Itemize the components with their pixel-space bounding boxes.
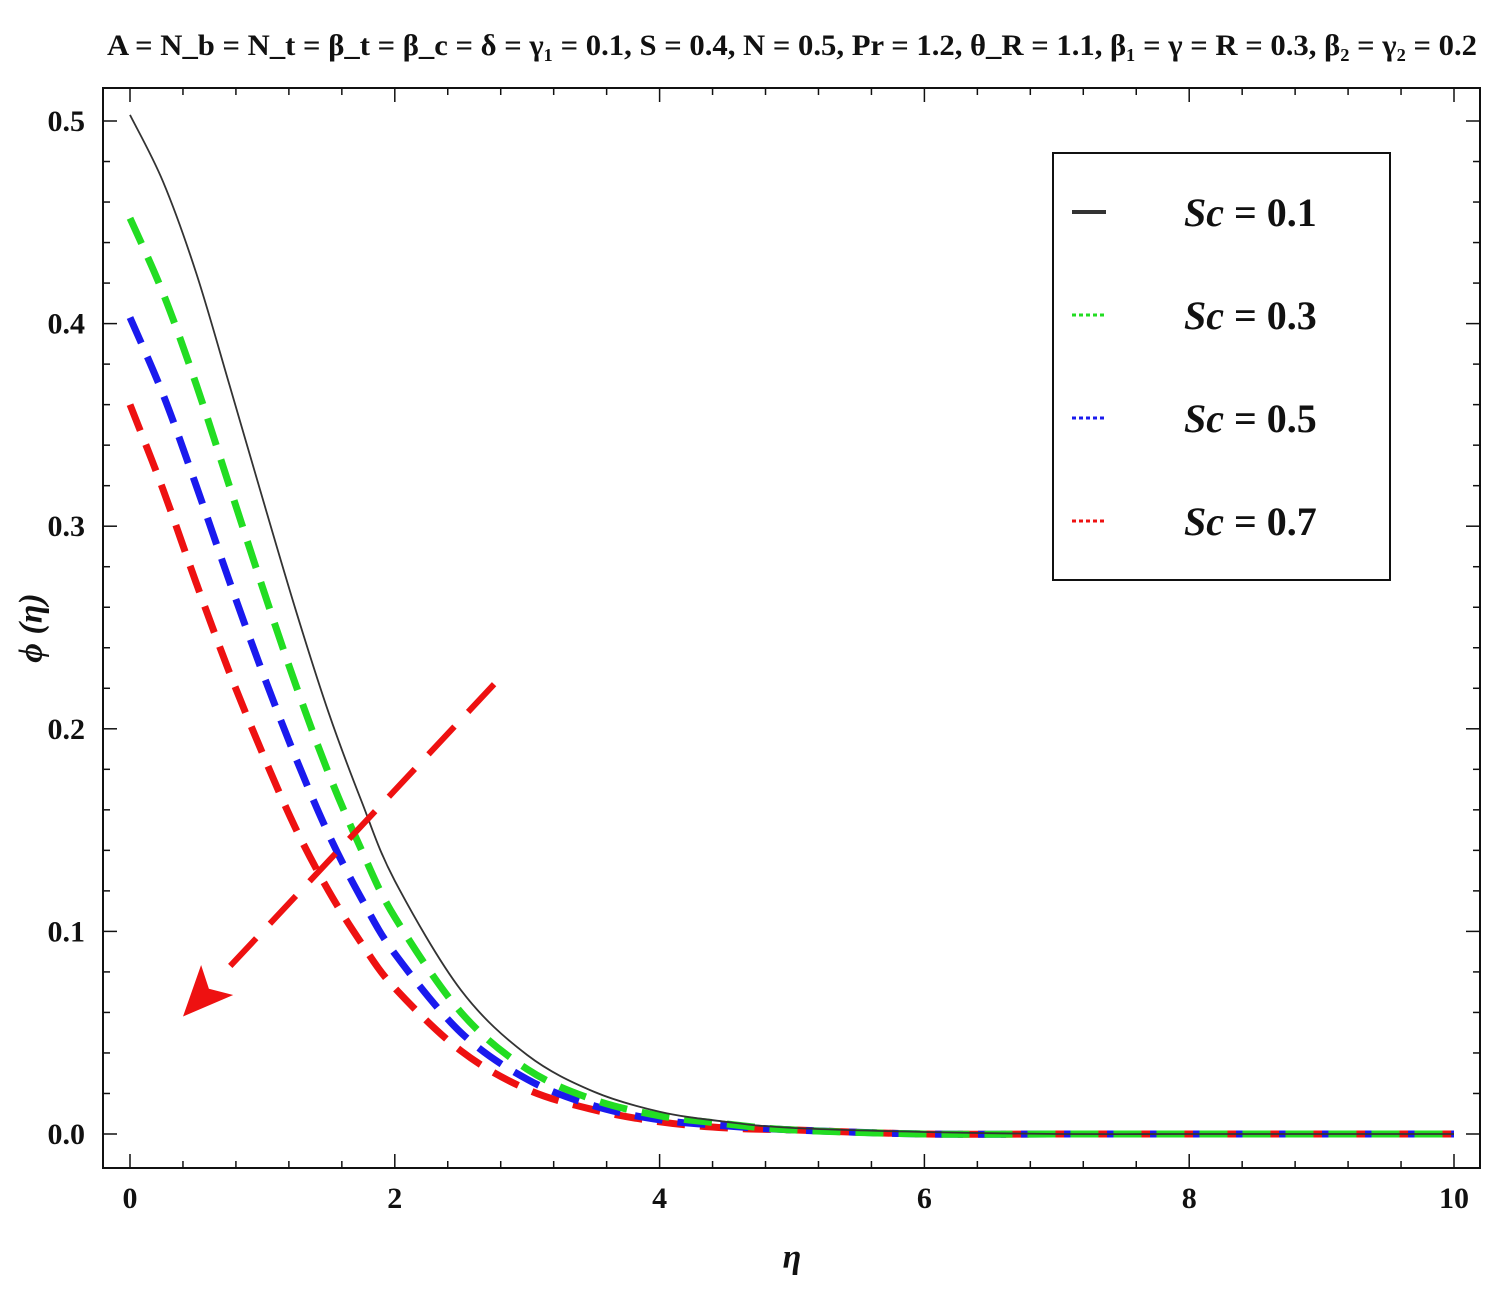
annotation-layer — [183, 682, 497, 1017]
legend-label: Sc = 0.7 — [1184, 499, 1317, 544]
y-axis-label: ϕ (η) — [13, 593, 50, 662]
chart-title: A = N_b = N_t = β_t = β_c = δ = γ₁ = 0.1… — [107, 29, 1477, 62]
plot-frame — [102, 87, 1481, 1169]
x-tick-label: 2 — [387, 1182, 402, 1215]
trend-arrow-shaft — [214, 682, 497, 983]
y-tick-label: 0.5 — [48, 105, 86, 138]
x-tick-label: 6 — [917, 1182, 932, 1215]
x-tick-label: 4 — [652, 1182, 667, 1215]
tick-labels: 0 2 4 6 8 10 0.0 0.1 0.2 0.3 0.4 0.5 — [48, 105, 1470, 1215]
y-tick-label: 0.2 — [48, 713, 86, 746]
x-tick-label: 10 — [1439, 1182, 1469, 1215]
series-line-sc-0-1 — [129, 114, 1454, 1136]
legend-label: Sc = 0.3 — [1184, 293, 1317, 338]
y-tick-label: 0.3 — [48, 510, 86, 543]
y-tick-label: 0.4 — [48, 308, 86, 341]
legend-label: Sc = 0.1 — [1184, 190, 1317, 235]
trend-arrow-head — [183, 965, 234, 1017]
legend-box — [1052, 152, 1391, 581]
axis-ticks — [103, 88, 1480, 1168]
x-tick-label: 0 — [123, 1182, 138, 1215]
x-tick-label: 8 — [1182, 1182, 1197, 1215]
x-axis-label: η — [783, 1239, 802, 1276]
y-tick-label: 0.0 — [48, 1118, 86, 1151]
legend: Sc = 0.1 Sc = 0.3 Sc = 0.5 Sc = 0.7 — [1052, 152, 1391, 581]
legend-label: Sc = 0.5 — [1184, 396, 1317, 441]
series-layer — [126, 114, 1454, 1138]
y-tick-label: 0.1 — [48, 915, 86, 948]
